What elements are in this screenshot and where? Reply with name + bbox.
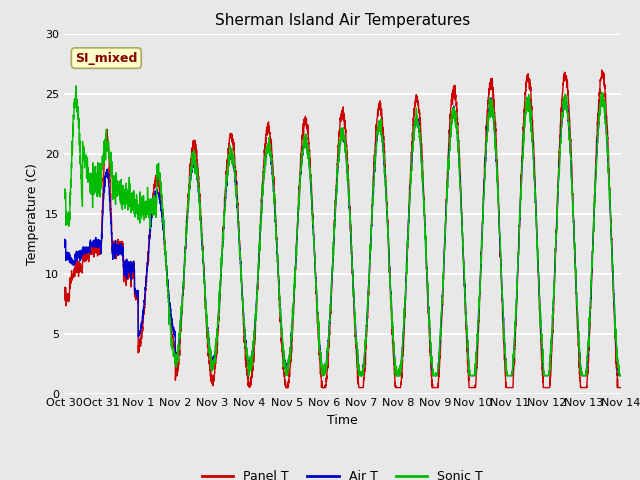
- Text: SI_mixed: SI_mixed: [75, 51, 138, 65]
- Y-axis label: Temperature (C): Temperature (C): [26, 163, 40, 264]
- X-axis label: Time: Time: [327, 414, 358, 427]
- Title: Sherman Island Air Temperatures: Sherman Island Air Temperatures: [215, 13, 470, 28]
- Legend: Panel T, Air T, Sonic T: Panel T, Air T, Sonic T: [196, 465, 488, 480]
